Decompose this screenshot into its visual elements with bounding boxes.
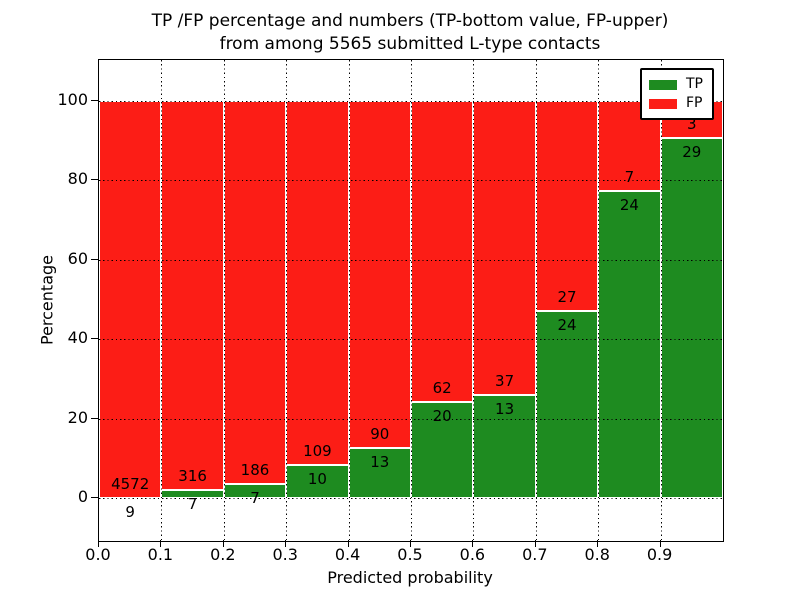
fp-legend-label: FP: [686, 95, 703, 111]
bar-tp-segment: [473, 395, 536, 499]
fp-count-label: 109: [303, 442, 332, 461]
y-tick-mark: [91, 338, 98, 340]
tp-legend-label: TP: [686, 76, 703, 92]
x-tick-mark: [160, 540, 162, 547]
fp-count-label: 3: [687, 115, 697, 134]
bar-fp-segment: [286, 100, 349, 466]
bar-fp-segment: [161, 100, 224, 490]
x-tick-mark: [659, 540, 661, 547]
x-tick-mark: [285, 540, 287, 547]
y-tick-label: 60: [67, 248, 88, 268]
y-tick-mark: [91, 99, 98, 101]
y-tick-mark: [91, 417, 98, 419]
tp-count-label: 24: [619, 195, 639, 214]
bar-fp-segment: [473, 100, 536, 396]
x-gridline: [286, 60, 288, 541]
fp-count-label: 27: [557, 288, 577, 307]
x-axis-label: Predicted probability: [327, 568, 493, 587]
x-gridline: [161, 60, 163, 541]
x-gridline: [411, 60, 412, 541]
x-tick-label: 0.8: [584, 545, 610, 564]
tp-count-label: 7: [187, 494, 198, 513]
bar-fp-segment: [223, 100, 287, 485]
x-tick-label: 0.4: [334, 545, 361, 564]
tp-count-label: 13: [495, 400, 515, 419]
x-tick-mark: [98, 540, 99, 547]
x-gridline: [660, 60, 662, 541]
fp-count-label: 186: [240, 461, 270, 480]
bar-fp-segment: [348, 100, 411, 449]
y-gridline: [99, 498, 723, 500]
y-gridline: [99, 180, 723, 182]
x-tick-label: 0.5: [397, 545, 423, 564]
x-tick-mark: [410, 540, 411, 547]
bar-tp-segment: [660, 138, 723, 499]
y-tick-mark: [91, 497, 98, 499]
tp-count-label: 10: [307, 470, 327, 489]
fp-count-label: 4572: [111, 474, 150, 493]
tp-count-label: 29: [682, 143, 702, 162]
y-tick-label: 100: [57, 89, 88, 109]
bar-tp-segment: [411, 401, 474, 499]
plot-area: TP FP 4572 9 316 7 186 7 109 10 90 13 62 20 37 13 27 24…: [98, 59, 724, 542]
tp-count-label: 24: [557, 316, 577, 335]
x-tick-mark: [534, 540, 536, 547]
bar-fp-segment: [99, 100, 162, 498]
y-gridline: [99, 259, 723, 261]
x-gridline: [348, 60, 350, 541]
legend-item-fp: FP: [649, 94, 703, 113]
x-tick-mark: [347, 540, 349, 547]
tp-count-label: 7: [250, 489, 260, 508]
tp-count-label: 13: [370, 453, 390, 472]
x-gridline: [223, 60, 225, 541]
tp-count-label: 9: [125, 502, 135, 521]
x-gridline: [535, 60, 537, 541]
x-tick-mark: [472, 540, 474, 547]
y-axis-label: Percentage: [37, 254, 57, 346]
tp-count-label: 20: [432, 406, 452, 425]
bar-fp-segment: [535, 100, 599, 312]
y-tick-mark: [91, 179, 98, 181]
fp-count-label: 90: [370, 425, 390, 444]
y-tick-label: 80: [67, 169, 88, 189]
x-tick-label: 0.2: [210, 545, 236, 564]
x-tick-label: 0.0: [85, 545, 111, 564]
fp-count-label: 316: [178, 466, 207, 485]
tp-legend-swatch: [649, 79, 677, 90]
x-tick-label: 0.3: [272, 545, 298, 564]
x-gridline: [598, 60, 600, 541]
fp-count-label: 7: [624, 167, 635, 186]
x-tick-label: 0.1: [147, 545, 174, 564]
chart-title-line2: from among 5565 submitted L-type contact…: [219, 34, 601, 54]
x-tick-label: 0.7: [522, 545, 548, 564]
legend: TP FP: [640, 68, 714, 120]
x-tick-mark: [222, 540, 224, 547]
bar-fp-segment: [411, 100, 474, 402]
y-gridline: [99, 339, 723, 341]
x-tick-label: 0.6: [459, 545, 486, 564]
x-tick-mark: [597, 540, 599, 547]
y-gridline: [99, 418, 723, 420]
x-gridline: [473, 60, 475, 541]
legend-item-tp: TP: [649, 75, 703, 94]
bar-tp-segment: [348, 448, 411, 499]
fp-legend-swatch: [649, 98, 677, 109]
fp-count-label: 37: [495, 372, 515, 391]
chart-title-line1: TP /FP percentage and numbers (TP-bottom…: [151, 11, 669, 31]
y-tick-label: 0: [77, 487, 88, 507]
bar-tp-segment: [286, 465, 349, 499]
fp-count-label: 62: [432, 378, 452, 397]
y-tick-label: 40: [67, 328, 88, 348]
x-tick-label: 0.9: [646, 545, 673, 564]
y-tick-mark: [91, 258, 98, 260]
chart-title: TP /FP percentage and numbers (TP-bottom…: [98, 10, 722, 56]
y-tick-label: 20: [67, 407, 88, 427]
y-gridline: [99, 100, 723, 102]
bar-tp-segment: [598, 190, 661, 499]
bar-tp-segment: [535, 311, 599, 499]
